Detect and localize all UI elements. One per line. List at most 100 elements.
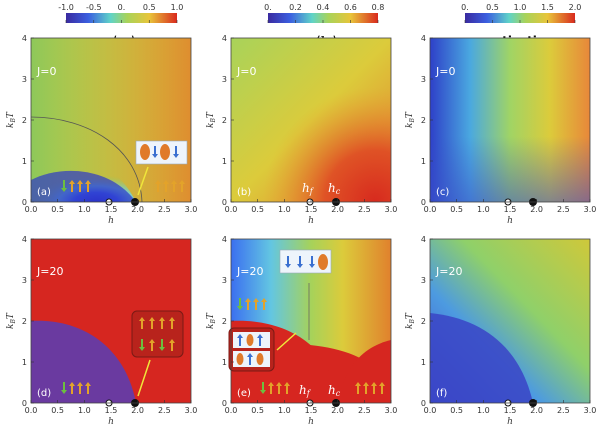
panel-e-inset-left (228, 327, 297, 372)
x-tick-label: 2.0 (530, 406, 543, 415)
y-tick-label: 1 (22, 157, 27, 166)
x-tick-label: 2.5 (557, 406, 570, 415)
x-tick-label: 2.0 (331, 406, 344, 415)
x-axis-label: h (108, 216, 114, 226)
colorbar-b-ticks: 0. 0.2 0.4 0.6 0.8 (264, 3, 384, 23)
y-tick-label: 0 (222, 399, 227, 408)
y-tick-label: 4 (421, 235, 426, 244)
x-tick-label: 0.5 (251, 406, 264, 415)
x-tick-label: 0.5 (251, 205, 264, 214)
panel-c-j-label: J=0 (435, 65, 455, 78)
panel-c-ticks: 0.0 0.5 1.0 1.5 2.0 2.5 3.0 0 1 2 3 4 h kBT (405, 34, 596, 226)
x-tick-label: 0.5 (450, 205, 463, 214)
x-tick-label: 2.5 (158, 406, 171, 415)
x-tick-label: 0.0 (25, 205, 38, 214)
x-axis-label: h (507, 216, 513, 226)
x-tick-label: 3.0 (185, 406, 198, 415)
y-tick-label: 2 (421, 317, 426, 326)
x-tick-label: 1.5 (504, 406, 517, 415)
panel-b-ticks: 0.0 0.5 1.0 1.5 2.0 2.5 3.0 0 1 2 3 4 h kBT (206, 34, 397, 226)
panel-b: J=0 (b) hf hc 0.0 0.5 1.0 1.5 2.0 2.5 3.0 0 1 2 3 4… (206, 34, 397, 226)
y-axis-label: kBT (206, 111, 217, 128)
x-tick-label: 3.0 (185, 205, 198, 214)
y-axis-label: kBT (206, 312, 217, 329)
y-tick-label: 3 (222, 276, 227, 285)
y-tick-label: 3 (421, 75, 426, 84)
x-tick-label: 1.0 (78, 406, 91, 415)
x-tick-label: 2.0 (530, 205, 543, 214)
panel-a-inset (135, 140, 188, 196)
panel-a-blue-core (31, 170, 136, 202)
y-tick-label: 2 (22, 116, 27, 125)
y-tick-label: 3 (22, 75, 27, 84)
y-tick-label: 0 (222, 198, 227, 207)
y-tick-label: 2 (22, 317, 27, 326)
colorbar-b: 0. 0.2 0.4 0.6 0.8 (264, 3, 384, 23)
y-tick-label: 4 (22, 235, 27, 244)
x-tick-label: 1.0 (477, 205, 490, 214)
colorbar-a: -1.0 -0.5 0. 0.5 1.0 (58, 3, 183, 23)
panel-a: J=0 (a) 0.0 0.5 1.0 1.5 2.0 2.5 3.0 0 1 2 3 4 h kBT (6, 34, 197, 226)
colorbar-tick-label: 0. (118, 3, 126, 12)
x-tick-label: 3.0 (385, 406, 398, 415)
panel-a-j-label: J=0 (36, 65, 56, 78)
panel-b-hc-label: hc (328, 181, 341, 196)
panel-e-letter: (e) (237, 388, 251, 399)
panel-e: J=20 (e) (206, 235, 397, 427)
colorbar-c: 0. 0.5 1.0 1.5 2.0 (461, 3, 581, 23)
y-tick-label: 1 (222, 157, 227, 166)
x-tick-label: 2.5 (358, 205, 371, 214)
x-tick-label: 1.0 (477, 406, 490, 415)
panel-d-letter: (d) (37, 388, 51, 399)
panel-a-ticks: 0.0 0.5 1.0 1.5 2.0 2.5 3.0 0 1 2 3 4 h kBT (6, 34, 197, 226)
y-tick-label: 1 (421, 358, 426, 367)
x-tick-label: 3.0 (385, 205, 398, 214)
colorbar-b-bar (268, 13, 378, 23)
panel-d-inset (131, 310, 184, 397)
panel-f-j-label: J=20 (435, 265, 462, 278)
panel-b-red-region (231, 38, 391, 202)
y-tick-label: 1 (421, 157, 426, 166)
colorbar-a-ticks: -1.0 -0.5 0. 0.5 1.0 (58, 3, 183, 23)
panel-a-letter: (a) (37, 187, 51, 198)
colorbar-tick-label: 1.0 (514, 3, 527, 12)
panel-b-hf-label: hf (302, 181, 315, 196)
y-tick-label: 0 (421, 198, 426, 207)
x-tick-label: 2.5 (557, 205, 570, 214)
panel-c: J=0 (c) 0.0 0.5 1.0 1.5 2.0 2.5 3.0 0 1 2 3 4 h kBT (405, 34, 596, 226)
panel-f: J=20 (f) 0.0 0.5 1.0 1.5 2.0 2.5 3.0 0 1 2 3 4 h kBT (405, 235, 596, 427)
x-tick-label: 0.5 (51, 205, 64, 214)
x-tick-label: 1.0 (278, 205, 291, 214)
x-tick-label: 1.5 (305, 205, 318, 214)
colorbar-tick-label: 0.5 (486, 3, 499, 12)
colorbar-tick-label: 0. (264, 3, 272, 12)
y-tick-label: 4 (222, 34, 227, 43)
colorbar-tick-label: 0.8 (372, 3, 385, 12)
x-axis-label: h (308, 216, 314, 226)
panel-a-contour (30, 116, 143, 203)
x-axis-label: h (308, 417, 314, 427)
panel-f-blue-region (430, 313, 533, 403)
y-tick-label: 2 (222, 317, 227, 326)
x-tick-label: 1.5 (105, 406, 118, 415)
colorbar-c-ticks: 0. 0.5 1.0 1.5 2.0 (461, 3, 581, 23)
colorbar-a-bar (66, 13, 177, 23)
panel-b-letter: (b) (237, 187, 251, 198)
panel-f-letter: (f) (436, 388, 447, 399)
x-tick-label: 2.5 (358, 406, 371, 415)
y-tick-label: 0 (22, 198, 27, 207)
colorbar-tick-label: 1.0 (171, 3, 184, 12)
y-tick-label: 0 (421, 399, 426, 408)
y-tick-label: 1 (22, 358, 27, 367)
x-tick-label: 0.5 (450, 406, 463, 415)
x-tick-label: 3.0 (584, 205, 597, 214)
panel-d-j-label: J=20 (36, 265, 63, 278)
y-tick-label: 2 (421, 116, 426, 125)
x-tick-label: 0.0 (424, 406, 437, 415)
x-tick-label: 1.5 (504, 205, 517, 214)
colorbar-tick-label: -1.0 (58, 3, 74, 12)
y-axis-label: kBT (405, 312, 416, 329)
y-tick-label: 3 (22, 276, 27, 285)
x-tick-label: 0.5 (51, 406, 64, 415)
colorbar-tick-label: 0.2 (289, 3, 302, 12)
